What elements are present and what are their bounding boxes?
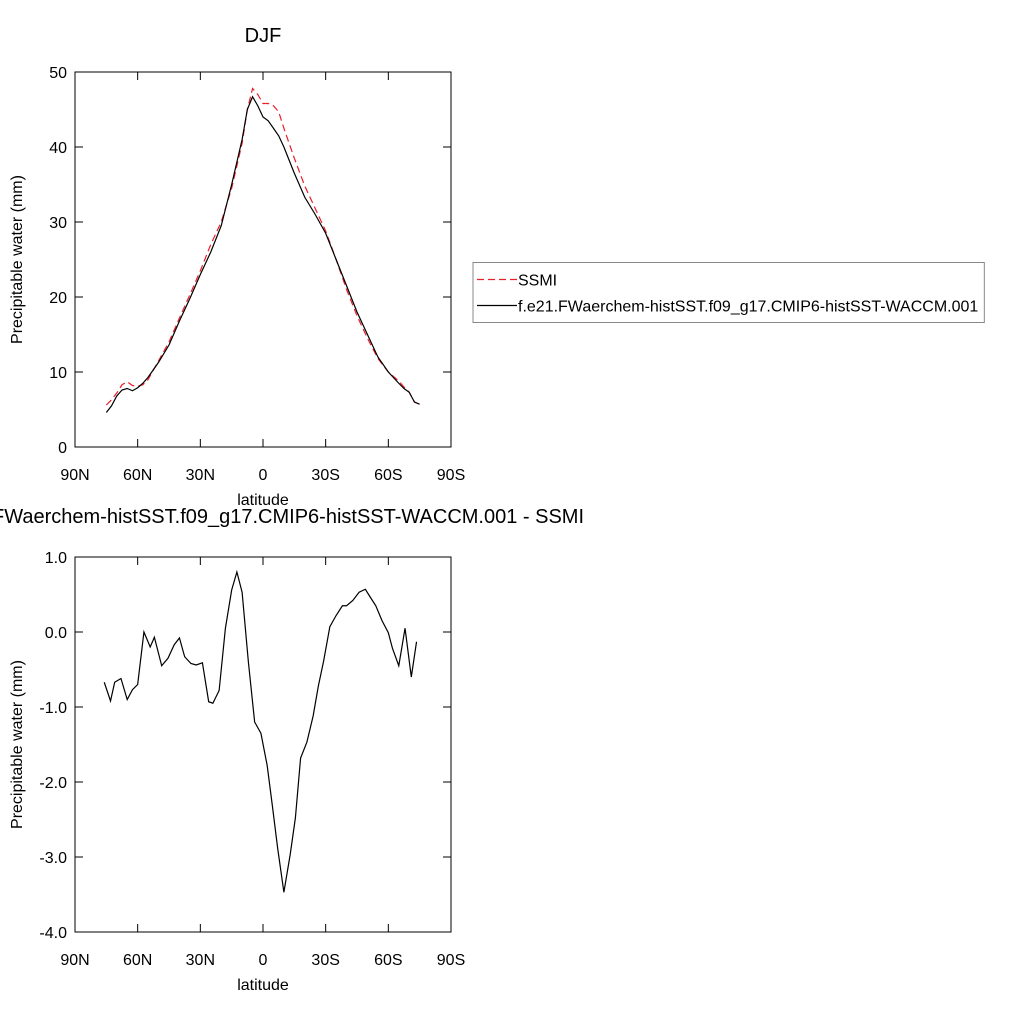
y-tick-label: 0 <box>58 440 67 457</box>
y-tick-label: -1.0 <box>39 700 67 717</box>
x-tick-label: 90S <box>437 467 465 484</box>
legend-label: SSMI <box>518 273 557 290</box>
x-tick-label: 60S <box>374 952 402 969</box>
y-tick-label: 30 <box>49 215 67 232</box>
x-tick-label: 60S <box>374 467 402 484</box>
y-tick-label: -4.0 <box>39 925 67 942</box>
x-tick-label: 30N <box>186 467 215 484</box>
y-tick-label: 1.0 <box>45 550 67 567</box>
y-axis-label: Precipitable water (mm) <box>9 175 26 344</box>
x-tick-label: 90N <box>60 952 89 969</box>
x-tick-label: 60N <box>123 467 152 484</box>
data-line <box>103 569 418 893</box>
y-tick-label: -3.0 <box>39 850 67 867</box>
x-tick-label: 30S <box>311 467 339 484</box>
legend-label: f.e21.FWaerchem-histSST.f09_g17.CMIP6-hi… <box>518 299 978 316</box>
x-tick-label: 0 <box>259 467 268 484</box>
y-tick-label: -2.0 <box>39 775 67 792</box>
data-line <box>105 87 420 406</box>
y-tick-label: 0.0 <box>45 625 67 642</box>
y-tick-label: 50 <box>49 65 67 82</box>
x-tick-label: 30S <box>311 952 339 969</box>
y-axis-label: Precipitable water (mm) <box>9 660 26 829</box>
y-tick-label: 20 <box>49 290 67 307</box>
chart-title: DJF <box>245 25 282 47</box>
legend-box <box>472 262 985 323</box>
y-tick-label: 10 <box>49 365 67 382</box>
x-tick-label: 30N <box>186 952 215 969</box>
x-tick-label: 90S <box>437 952 465 969</box>
data-line <box>105 95 420 413</box>
x-tick-label: 0 <box>259 952 268 969</box>
y-tick-label: 40 <box>49 140 67 157</box>
x-tick-label: 90N <box>60 467 89 484</box>
chart-title: f.e21.FWaerchem-histSST.f09_g17.CMIP6-hi… <box>0 506 584 528</box>
x-axis-label: latitude <box>237 977 289 994</box>
x-axis-label: latitude <box>237 492 289 509</box>
x-tick-label: 60N <box>123 952 152 969</box>
